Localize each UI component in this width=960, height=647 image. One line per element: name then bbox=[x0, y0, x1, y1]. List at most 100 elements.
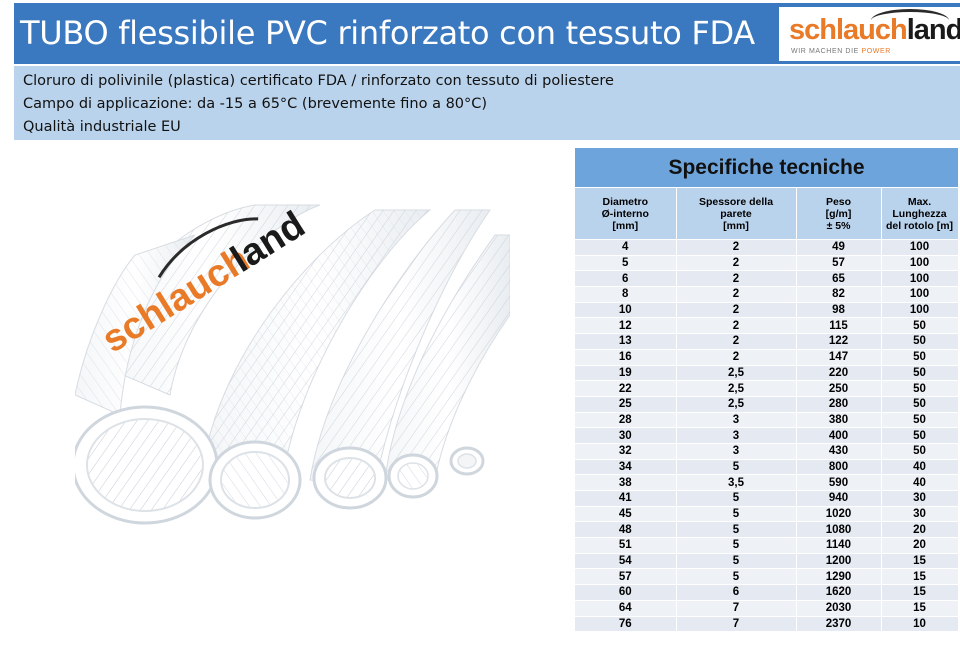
table-row: 38 3,5 590 40 bbox=[575, 474, 959, 491]
table-row: 25 2,5 280 50 bbox=[575, 395, 959, 413]
cell-diameter: 32 bbox=[575, 442, 677, 460]
cell-wall-thickness: 3 bbox=[676, 411, 797, 428]
cell-wall-thickness: 5 bbox=[676, 505, 797, 522]
hose-tubes bbox=[75, 204, 510, 525]
table-row: 12 2 115 50 bbox=[575, 317, 959, 334]
cell-diameter: 60 bbox=[575, 584, 677, 601]
logo-slogan-b: POWER bbox=[861, 48, 891, 55]
header-line: Lunghezza bbox=[892, 207, 947, 220]
cell-weight: 380 bbox=[796, 411, 882, 428]
cell-diameter: 8 bbox=[575, 286, 677, 303]
cell-roll-length: 50 bbox=[881, 317, 959, 334]
cell-wall-thickness: 5 bbox=[676, 552, 797, 569]
cell-diameter: 30 bbox=[575, 427, 677, 444]
cell-wall-thickness: 5 bbox=[676, 521, 797, 538]
cell-wall-thickness: 3 bbox=[676, 427, 797, 444]
cell-roll-length: 40 bbox=[881, 458, 959, 475]
cell-roll-length: 100 bbox=[881, 270, 959, 287]
cell-diameter: 34 bbox=[575, 458, 677, 475]
cell-weight: 1290 bbox=[796, 568, 882, 585]
logo-wordmark-part2: land bbox=[906, 14, 960, 46]
hose-product-image: schlauch land bbox=[75, 204, 510, 525]
table-row: 51 5 1140 20 bbox=[575, 537, 959, 554]
table-row: 16 2 147 50 bbox=[575, 348, 959, 365]
specs-header-row: Diametro Ø-interno [mm] Spessore della p… bbox=[575, 188, 959, 240]
brand-logo: schlauchland WIR MACHEN DIE POWER bbox=[779, 7, 960, 61]
cell-roll-length: 100 bbox=[881, 286, 959, 303]
specs-table: Diametro Ø-interno [mm] Spessore della p… bbox=[575, 188, 959, 632]
specs-table-body: 4 2 49 100 5 2 57 100 6 2 65 100 8 2 82 100 10 2 98 100 12 2 1… bbox=[575, 239, 959, 632]
cell-wall-thickness: 3,5 bbox=[676, 474, 797, 491]
cell-diameter: 19 bbox=[575, 364, 677, 381]
cell-wall-thickness: 5 bbox=[676, 568, 797, 585]
table-row: 28 3 380 50 bbox=[575, 411, 959, 428]
specs-title: Specifiche tecniche bbox=[575, 148, 958, 187]
cell-wall-thickness: 2 bbox=[676, 239, 797, 256]
cell-roll-length: 40 bbox=[881, 474, 959, 491]
cell-diameter: 45 bbox=[575, 505, 677, 522]
cell-diameter: 64 bbox=[575, 599, 677, 616]
cell-diameter: 4 bbox=[575, 239, 677, 256]
cell-wall-thickness: 6 bbox=[676, 584, 797, 601]
cell-diameter: 13 bbox=[575, 333, 677, 350]
cell-weight: 1620 bbox=[796, 584, 882, 601]
header-line: ± 5% bbox=[826, 219, 851, 232]
cell-weight: 280 bbox=[796, 395, 882, 413]
cell-wall-thickness: 5 bbox=[676, 458, 797, 475]
header-line: Ø-interno bbox=[601, 207, 649, 220]
cell-roll-length: 100 bbox=[881, 254, 959, 271]
cell-wall-thickness: 7 bbox=[676, 615, 797, 632]
cell-weight: 98 bbox=[796, 301, 882, 318]
table-row: 32 3 430 50 bbox=[575, 442, 959, 460]
cell-roll-length: 50 bbox=[881, 395, 959, 413]
header-line: [mm] bbox=[723, 219, 749, 232]
cell-wall-thickness: 2 bbox=[676, 317, 797, 334]
logo-wordmark: schlauchland bbox=[789, 10, 960, 50]
cell-weight: 82 bbox=[796, 286, 882, 303]
cell-weight: 115 bbox=[796, 317, 882, 334]
cell-weight: 1200 bbox=[796, 552, 882, 569]
header-line: Spessore della bbox=[698, 195, 774, 208]
table-row: 48 5 1080 20 bbox=[575, 521, 959, 538]
product-info-box: Cloruro di polivinile (plastica) certifi… bbox=[14, 66, 960, 140]
cell-weight: 590 bbox=[796, 474, 882, 491]
cell-weight: 1080 bbox=[796, 521, 882, 538]
cell-diameter: 16 bbox=[575, 348, 677, 365]
cell-weight: 800 bbox=[796, 458, 882, 475]
table-row: 41 5 940 30 bbox=[575, 490, 959, 507]
cell-wall-thickness: 2,5 bbox=[676, 395, 797, 413]
header-line: parete bbox=[720, 207, 752, 220]
table-row: 8 2 82 100 bbox=[575, 286, 959, 303]
header-line: Peso bbox=[825, 195, 852, 208]
cell-weight: 1020 bbox=[796, 505, 882, 522]
cell-roll-length: 50 bbox=[881, 411, 959, 428]
info-quality: Qualità industriale EU bbox=[23, 119, 181, 135]
cell-wall-thickness: 2 bbox=[676, 301, 797, 318]
header-line: Max. bbox=[907, 195, 932, 208]
cell-weight: 65 bbox=[796, 270, 882, 287]
cell-weight: 1140 bbox=[796, 537, 882, 554]
cell-roll-length: 30 bbox=[881, 490, 959, 507]
cell-roll-length: 15 bbox=[881, 568, 959, 585]
cell-roll-length: 50 bbox=[881, 333, 959, 350]
table-row: 76 7 2370 10 bbox=[575, 615, 959, 632]
cell-diameter: 57 bbox=[575, 568, 677, 585]
table-row: 13 2 122 50 bbox=[575, 333, 959, 350]
cell-diameter: 76 bbox=[575, 615, 677, 632]
cell-diameter: 51 bbox=[575, 537, 677, 554]
logo-slogan: WIR MACHEN DIE POWER bbox=[791, 48, 891, 55]
cell-diameter: 38 bbox=[575, 474, 677, 491]
cell-diameter: 48 bbox=[575, 521, 677, 538]
cell-roll-length: 20 bbox=[881, 537, 959, 554]
table-row: 64 7 2030 15 bbox=[575, 599, 959, 616]
title-banner: TUBO flessibile PVC rinforzato con tessu… bbox=[14, 3, 960, 64]
cell-roll-length: 15 bbox=[881, 552, 959, 569]
cell-wall-thickness: 2 bbox=[676, 286, 797, 303]
table-row: 34 5 800 40 bbox=[575, 458, 959, 475]
header-line: [g/m] bbox=[825, 207, 852, 220]
table-row: 57 5 1290 15 bbox=[575, 568, 959, 585]
cell-weight: 2370 bbox=[796, 615, 882, 632]
cell-roll-length: 15 bbox=[881, 599, 959, 616]
cell-roll-length: 100 bbox=[881, 301, 959, 318]
cell-diameter: 12 bbox=[575, 317, 677, 334]
